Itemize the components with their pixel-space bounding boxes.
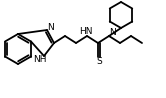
Text: NH: NH [33,55,47,64]
Text: HN: HN [79,27,93,36]
Text: N: N [109,28,116,37]
Text: N: N [47,23,53,31]
Text: S: S [96,57,102,66]
